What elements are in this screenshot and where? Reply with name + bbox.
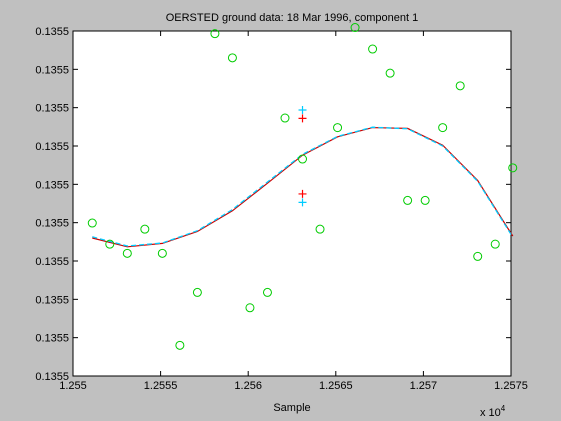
data-point-circle <box>490 239 500 249</box>
data-point-circle <box>368 44 378 54</box>
data-point-plus <box>298 189 307 198</box>
data-point-circle <box>473 251 483 261</box>
y-tick-label: 0.1355 <box>35 26 69 38</box>
y-tick-label: 0.1355 <box>35 103 69 115</box>
data-point-circle <box>350 23 360 33</box>
x-multiplier-exponent: 4 <box>501 404 506 413</box>
y-tick-label: 0.1355 <box>35 294 69 306</box>
y-tick-label: 0.1355 <box>35 64 69 76</box>
plot-area <box>72 30 512 377</box>
y-tick-label: 0.1355 <box>35 371 69 383</box>
data-point-circle <box>245 303 255 313</box>
y-tick-label: 0.1355 <box>35 218 69 230</box>
chart-title: OERSTED ground data: 18 Mar 1996, compon… <box>166 12 419 24</box>
x-axis: 1.255 1.2555 1.256 1.2565 1.257 1.2575 <box>59 31 528 392</box>
data-point-circle <box>385 68 395 78</box>
y-tick-label: 0.1355 <box>35 179 69 191</box>
data-point-circle <box>262 287 272 297</box>
data-point-circle <box>192 287 202 297</box>
x-multiplier: x 104 <box>480 404 506 419</box>
data-point-circle <box>333 123 343 133</box>
data-point-circle <box>420 195 430 205</box>
x-tick-label: 1.256 <box>234 380 262 392</box>
x-tick-label: 1.257 <box>410 380 438 392</box>
data-point-plus <box>298 105 307 114</box>
y-axis: 0.1355 0.1355 0.1355 0.1355 0.1355 0.1355 0.13… <box>35 26 511 383</box>
x-multiplier-base: x 10 <box>480 407 501 419</box>
data-point-circle <box>455 81 465 91</box>
data-point-circle <box>315 224 325 234</box>
data-point-circle <box>157 248 167 258</box>
y-tick-label: 0.1355 <box>35 256 69 268</box>
data-point-circle <box>298 154 308 164</box>
x-tick-label: 1.2575 <box>494 380 528 392</box>
x-tick-label: 1.2555 <box>144 380 178 392</box>
data-point-circle <box>210 29 220 39</box>
x-tick-label: 1.255 <box>59 380 87 392</box>
y-tick-label: 0.1355 <box>35 333 69 345</box>
x-axis-label: Sample <box>273 402 310 414</box>
data-point-circle <box>105 239 115 249</box>
data-point-circle <box>403 195 413 205</box>
data-point-circle <box>140 224 150 234</box>
data-point-circle <box>438 123 448 133</box>
data-point-plus <box>298 114 307 123</box>
plot-marks <box>87 23 518 350</box>
data-point-circle <box>87 218 97 228</box>
data-point-circle <box>508 163 518 173</box>
data-point-circle <box>280 113 290 123</box>
fit-line-dashed <box>92 126 514 247</box>
data-point-circle <box>227 53 237 63</box>
data-point-circle <box>175 340 185 350</box>
y-tick-label: 0.1355 <box>35 141 69 153</box>
data-point-plus <box>298 198 307 207</box>
x-tick-label: 1.2565 <box>319 380 353 392</box>
data-point-circle <box>122 248 132 258</box>
